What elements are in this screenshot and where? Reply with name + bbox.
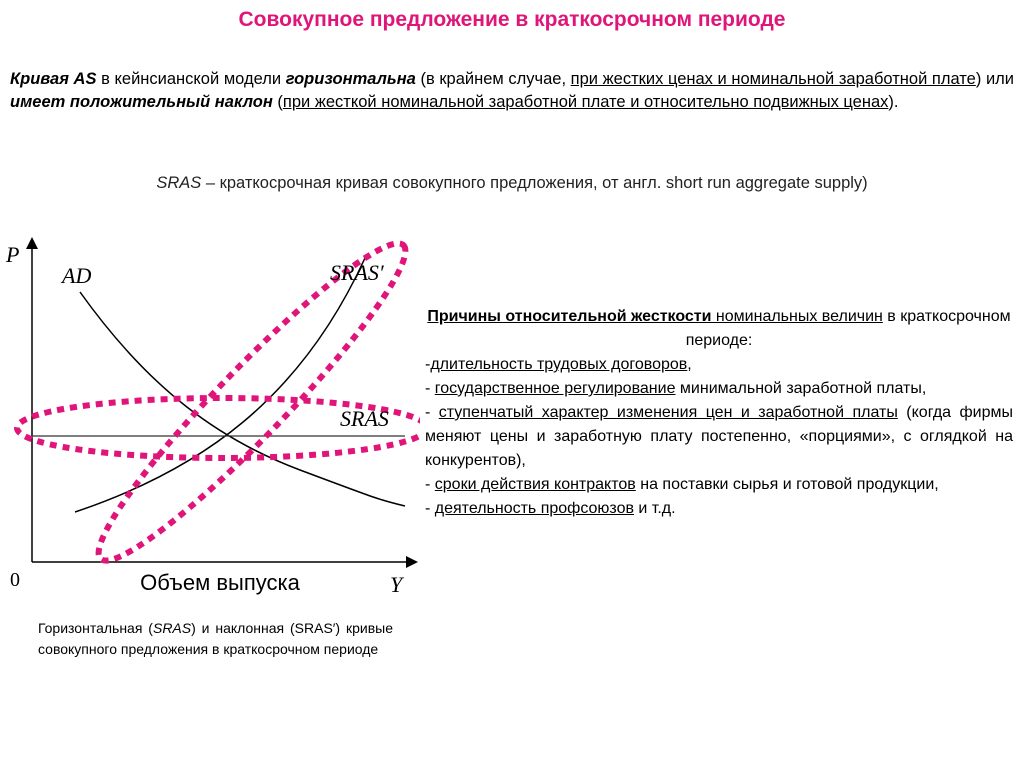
curve-label: AD: [60, 263, 91, 288]
definition: SRAS – краткосрочная кривая совокупного …: [0, 174, 1024, 193]
text: государственное регулирование: [434, 380, 676, 397]
x-axis-label: Y: [390, 572, 405, 597]
text: при жесткой номинальной заработной плате…: [282, 93, 889, 111]
intro: Кривая AS в кейнсианской модели горизонт…: [10, 68, 1014, 114]
list-item: - государственное регулирование минималь…: [425, 377, 1013, 401]
sras-prime-curve: [74, 257, 366, 513]
term: имеет положительный наклон: [10, 93, 273, 111]
x-caption: Объем выпуска: [140, 570, 300, 595]
list-item: -длительность трудовых договоров,: [425, 353, 1013, 377]
graph: P Y 0 AD SRAS′ SRAS Объем выпуска: [5, 237, 420, 597]
term: горизонтальна: [285, 70, 416, 88]
text: на поставки сырья и готовой продукции,: [635, 476, 939, 493]
text: ступенчатый характер изменения цен и зар…: [438, 404, 898, 421]
list: -длительность трудовых договоров, - госуд…: [425, 353, 1013, 521]
text: -: [425, 380, 435, 397]
text: (когда фирмы меняют цены и заработную пл…: [425, 404, 1014, 469]
text: -: [425, 500, 435, 517]
reasons: Причины относительной жесткости номиналь…: [425, 305, 1013, 521]
term: SRAS: [156, 174, 202, 192]
term: Кривая AS: [10, 70, 97, 88]
curve-label: SRAS′: [330, 260, 385, 285]
text: (: [272, 93, 283, 111]
list-item: - ступенчатый характер изменения цен и з…: [425, 401, 1013, 473]
text: в краткосрочном периоде:: [685, 308, 1011, 349]
heading: Причины относительной жесткости номиналь…: [425, 305, 1013, 353]
text: длительность трудовых договоров: [430, 356, 688, 373]
text: Горизонтальная (: [38, 620, 153, 636]
text: -: [425, 356, 431, 373]
origin-label: 0: [10, 569, 20, 591]
text: при жестких ценах и номинальной заработн…: [570, 70, 976, 88]
list-item: - сроки действия контрактов на поставки …: [425, 473, 1013, 497]
text: и т.д.: [633, 500, 676, 517]
ad-curve: [79, 291, 406, 507]
text: сроки действия контрактов: [434, 476, 636, 493]
text: минимальной заработной платы,: [675, 380, 927, 397]
highlight: [95, 240, 409, 564]
text: -: [425, 404, 439, 421]
text: -: [425, 476, 435, 493]
list-item: - деятельность профсоюзов и т.д.: [425, 497, 1013, 521]
text: номинальных величин: [711, 308, 883, 325]
text: ) и наклонная (SRAS′) кривые совокупного…: [38, 620, 393, 657]
text: ) или: [975, 70, 1015, 88]
text: деятельность профсоюзов: [434, 500, 634, 517]
highlight: [14, 395, 420, 461]
text: ,: [687, 356, 692, 373]
title: Совокупное предложение в краткосрочном п…: [238, 8, 786, 31]
y-axis-label: P: [5, 242, 19, 267]
text: SRAS: [152, 620, 192, 636]
curve-label: SRAS: [340, 406, 389, 431]
caption: Горизонтальная (SRAS) и наклонная (SRAS′…: [38, 618, 393, 660]
text: в кейнсианской модели: [96, 70, 286, 88]
text: – краткосрочная кривая совокупного предл…: [201, 174, 868, 192]
text: Причины относительной жесткости: [427, 308, 712, 325]
text: (в крайнем случае,: [415, 70, 571, 88]
text: ).: [888, 93, 899, 111]
